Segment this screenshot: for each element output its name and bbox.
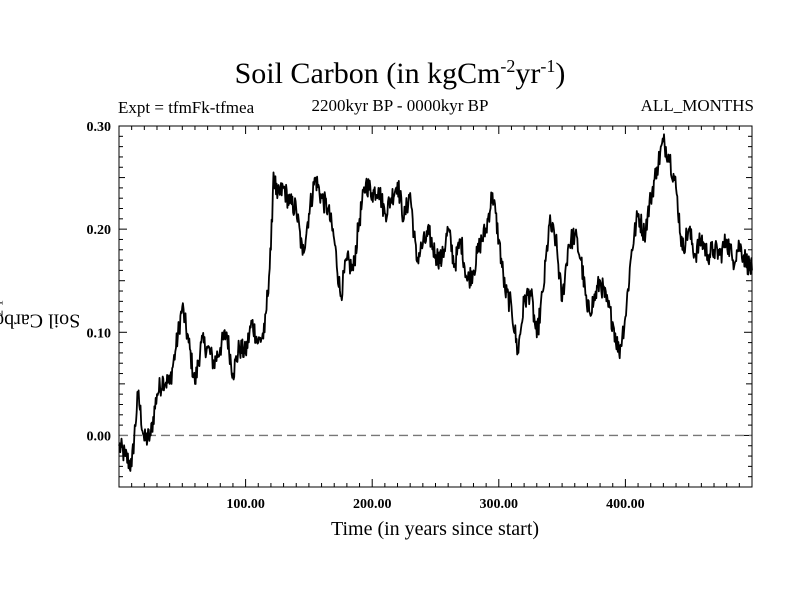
plot-frame bbox=[118, 125, 753, 488]
title-exponent-1: -2 bbox=[500, 56, 516, 76]
y-tick-label: 0.10 bbox=[87, 326, 112, 341]
series-line-soil-carbon bbox=[118, 133, 753, 472]
x-axis-label: Time (in years since start) bbox=[330, 518, 540, 540]
months-label: ALL_MONTHS bbox=[640, 96, 754, 115]
chart-title: Soil Carbon (in kgCm-2yr-1) bbox=[234, 56, 566, 90]
x-tick-label: 400.00 bbox=[606, 497, 645, 512]
y-tick-label: 0.20 bbox=[87, 223, 112, 238]
x-tick-label: 200.00 bbox=[353, 497, 392, 512]
x-tick-label: 100.00 bbox=[226, 497, 265, 512]
experiment-label: Expt = tfmFk-tfmea bbox=[118, 98, 255, 117]
y-tick-label: 0.30 bbox=[87, 120, 112, 135]
chart-subtitle: 2200kyr BP - 0000kyr BP bbox=[311, 96, 489, 115]
title-exponent-2: -1 bbox=[540, 56, 556, 76]
y-tick-label: 0.00 bbox=[87, 429, 112, 444]
x-tick-label: 300.00 bbox=[480, 497, 519, 512]
